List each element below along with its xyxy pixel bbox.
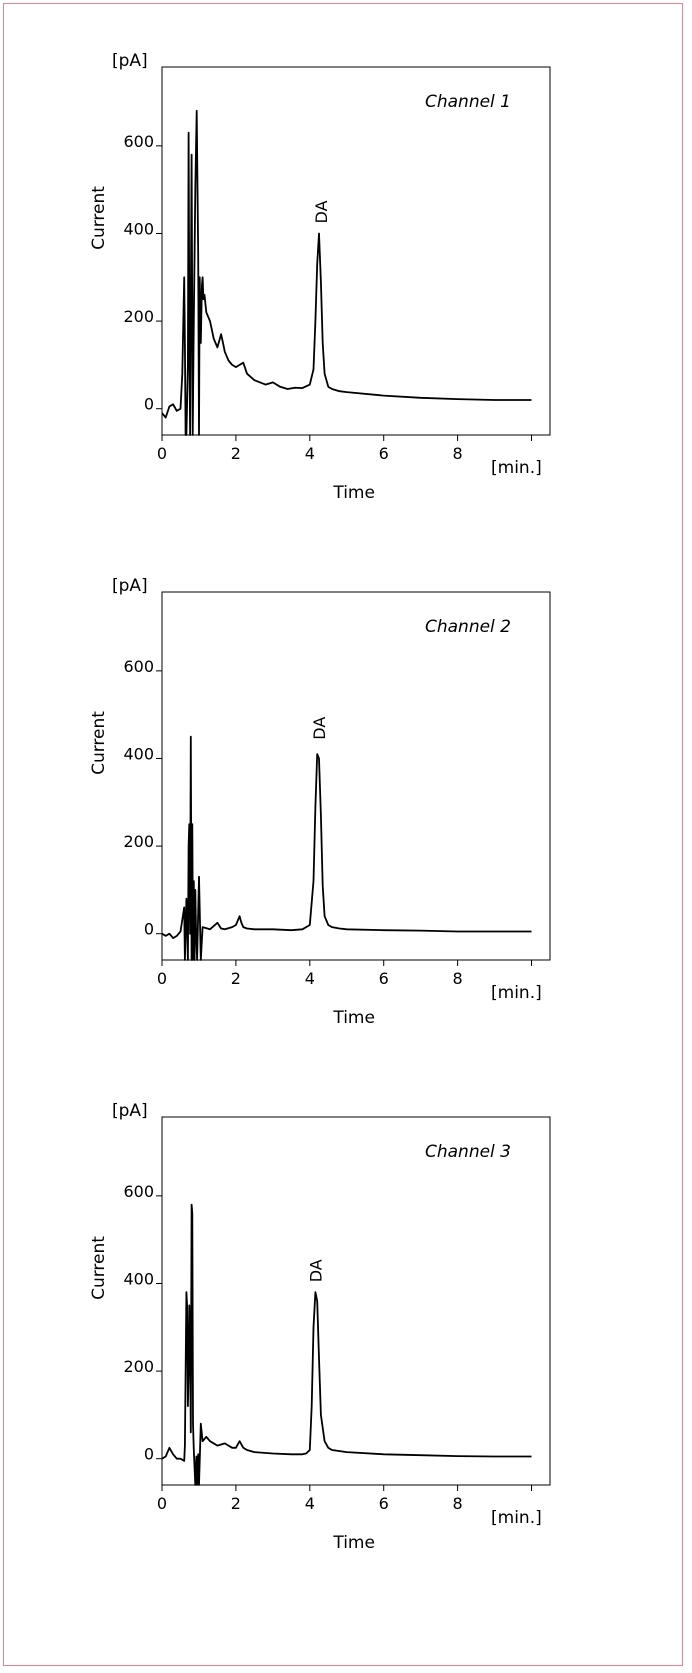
figure-frame [3,3,683,1666]
x-tick-label: 8 [453,444,463,463]
y-unit-label: [pA] [112,51,148,71]
x-tick-label: 2 [231,444,241,463]
x-tick-label: 8 [453,969,463,988]
peak-label-da: DA [310,717,329,740]
chromatogram-trace [161,735,532,961]
chart-panel-2: 0 200 400 600 0 2 4 6 8 [pA] [min.] Time Current Chan… [89,576,551,1028]
x-axis-title: Time [332,483,375,503]
y-tick-label: 0 [144,1445,154,1464]
channel-label: Channel 3 [425,1142,511,1162]
y-tick-label: 0 [144,395,154,414]
y-unit-label: [pA] [112,576,148,596]
x-tick-label: 6 [379,444,389,463]
y-axis-title: Current [89,1236,109,1300]
x-tick-label: 4 [305,1494,315,1513]
x-tick-label: 8 [453,1494,463,1513]
y-tick-label: 200 [123,832,154,851]
y-tick-label: 200 [123,307,154,326]
x-tick-label: 0 [157,1494,167,1513]
plot-frame [161,1116,551,1486]
y-axis-title: Current [89,711,109,775]
x-tick-label: 6 [379,1494,389,1513]
x-tick-label: 0 [157,969,167,988]
x-tick-label: 0 [157,444,167,463]
x-tick-label: 2 [231,969,241,988]
y-tick-label: 600 [123,1182,154,1201]
chromatogram-trace [161,109,532,436]
x-tick-label: 6 [379,969,389,988]
x-unit-label: [min.] [491,1508,542,1528]
channel-label: Channel 2 [425,617,511,637]
x-unit-label: [min.] [491,983,542,1003]
y-tick-label: 0 [144,920,154,939]
plot-frame [161,66,551,436]
y-tick-label: 400 [123,744,154,763]
y-unit-label: [pA] [112,1101,148,1121]
x-tick-label: 4 [305,969,315,988]
y-tick-label: 400 [123,219,154,238]
channel-label: Channel 1 [425,92,511,112]
y-tick-label: 200 [123,1357,154,1376]
y-tick-label: 400 [123,1269,154,1288]
x-tick-label: 4 [305,444,315,463]
plot-frame [161,591,551,961]
y-tick-label: 600 [123,132,154,151]
x-unit-label: [min.] [491,458,542,478]
chart-panel-3: 0 200 400 600 0 2 4 6 8 [pA] [min.] Time Current Chan… [89,1101,551,1553]
y-axis-title: Current [89,186,109,250]
y-tick-label: 600 [123,657,154,676]
chromatogram-trace [161,1203,532,1486]
x-axis-title: Time [332,1008,375,1028]
chart-panel-1: 0 200 400 600 0 2 4 6 8 [pA] [min.] Time Current Chan… [89,51,551,503]
x-tick-label: 2 [231,1494,241,1513]
peak-label-da: DA [306,1259,325,1282]
x-axis-title: Time [332,1533,375,1553]
peak-label-da: DA [312,200,331,223]
